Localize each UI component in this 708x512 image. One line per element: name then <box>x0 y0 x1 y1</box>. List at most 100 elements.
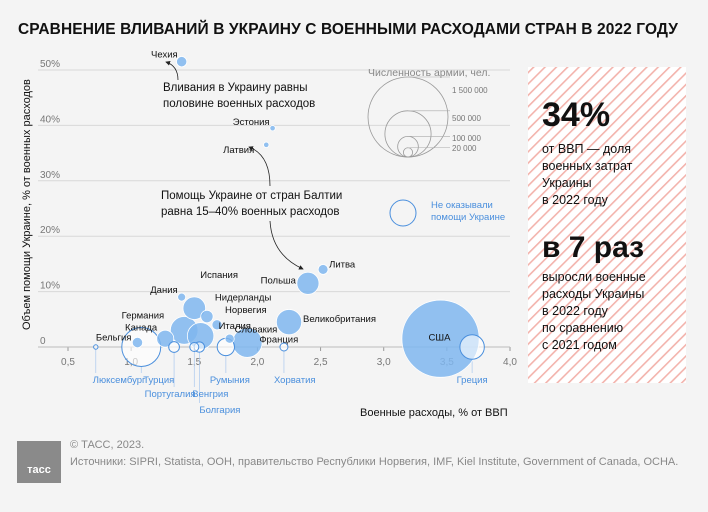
legend-size-circle <box>402 147 414 158</box>
legend-no-aid-label: Не оказывали <box>431 200 493 211</box>
point-label: Великобритания <box>303 314 376 325</box>
stat1-line: в 2022 году <box>542 193 608 207</box>
stat2-line: в 2022 году <box>542 304 608 318</box>
stat1-line: военных затрат <box>542 159 633 173</box>
legend-size-circle <box>367 76 449 158</box>
point-label: Люксембург <box>93 375 146 386</box>
stat2-line: с 2021 годом <box>542 338 617 352</box>
point-label: Литва <box>329 259 356 270</box>
page-title: СРАВНЕНИЕ ВЛИВАНИЙ В УКРАИНУ С ВОЕННЫМИ … <box>18 21 678 38</box>
data-point <box>279 342 289 352</box>
stat1-text: от ВВП — доля военных затрат Украины в 2… <box>542 141 632 209</box>
x-axis-title: Военные расходы, % от ВВП <box>360 407 508 419</box>
y-tick-label: 30% <box>40 170 60 181</box>
x-tick-label: 4,0 <box>503 357 517 368</box>
point-label: Болгария <box>199 405 240 416</box>
data-point <box>317 264 329 275</box>
point-label: Франция <box>259 335 298 346</box>
stat-block-1: 34% от ВВП — доля военных затрат Украины… <box>542 96 632 209</box>
point-label: Венгрия <box>192 389 228 400</box>
annotation-text: половине военных расходов <box>163 98 315 110</box>
legend-size-label: 1 500 000 <box>452 86 488 95</box>
stat1-value: 34% <box>542 96 611 134</box>
data-point <box>200 309 214 324</box>
stat2-line: выросли военные <box>542 270 646 284</box>
legend-title: Численность армии, чел. <box>368 67 490 79</box>
data-point <box>182 296 206 320</box>
stat1-line: Украины <box>542 176 592 190</box>
legend-no-aid-circle <box>389 199 417 227</box>
annotation-arrow <box>248 146 271 187</box>
legend-size-circle <box>384 110 432 158</box>
annotation-arrow <box>269 220 304 270</box>
annotation-arrow <box>165 60 179 81</box>
point-label: Португалия <box>145 389 196 400</box>
size-legend: Численность армии, чел. 1 500 000 500 000 1… <box>367 67 505 227</box>
point-label: Чехия <box>151 50 178 61</box>
data-point <box>156 329 175 348</box>
legend-size-label: 500 000 <box>452 114 481 123</box>
x-tick-label: 2,5 <box>314 357 328 368</box>
data-point <box>211 319 223 331</box>
stat2-line: по сравнению <box>542 321 624 335</box>
point-label: Греция <box>457 375 488 386</box>
legend-size-circle <box>397 135 419 158</box>
point-label: Польша <box>261 275 297 286</box>
point-label: Бельгия <box>96 333 132 344</box>
data-point <box>275 309 303 336</box>
point-label: Германия <box>122 310 165 321</box>
data-point <box>93 344 99 350</box>
side-panel-background <box>528 67 686 383</box>
logo-text: тасс <box>27 464 51 476</box>
point-label: Словакия <box>235 325 278 336</box>
stat2-value: в 7 раз <box>542 231 645 264</box>
stat-block-2: в 7 раз выросли военные расходы Украины … <box>542 231 646 354</box>
point-label: Норвегия <box>225 305 267 316</box>
stat2-text: выросли военные расходы Украины в 2022 г… <box>542 269 646 354</box>
annotation-text: равна 15–40% военных расходов <box>161 206 339 218</box>
x-tick-label: 0,5 <box>61 357 75 368</box>
data-point <box>459 334 485 360</box>
chart-annotations: Вливания в Украину равны половине военных… <box>161 60 342 270</box>
data-point <box>131 337 144 349</box>
point-label: Хорватия <box>274 375 316 386</box>
copyright: © ТАСС, 2023. <box>70 439 145 451</box>
legend-size-label: 20 000 <box>452 144 477 153</box>
point-label: США <box>429 333 452 344</box>
y-tick-label: 10% <box>40 281 60 292</box>
data-point <box>296 271 320 295</box>
x-tick-label: 3,0 <box>377 357 391 368</box>
y-tick-label: 20% <box>40 225 60 236</box>
point-label: Эстония <box>233 117 270 128</box>
point-label: Турция <box>143 375 174 386</box>
footer: © ТАСС, 2023. Источники: SIPRI, Statista… <box>70 437 690 471</box>
annotation-text: Вливания в Украину равны <box>163 82 308 94</box>
y-axis-title: Объем помощи Украине, % от военных расхо… <box>21 79 33 330</box>
point-label: Латвия <box>223 145 254 156</box>
data-point <box>189 341 200 353</box>
point-label: Италия <box>219 321 251 332</box>
stat2-line: расходы Украины <box>542 287 645 301</box>
legend-no-aid-label: помощи Украине <box>431 212 505 223</box>
data-point <box>269 125 276 132</box>
point-label: Испания <box>200 270 238 281</box>
chart-labels: Чехия Эстония Латвия Литва Польша Дания Испани… <box>93 50 488 416</box>
y-tick-label: 50% <box>40 59 60 70</box>
tass-logo: тасс <box>17 441 61 483</box>
stat1-line: от ВВП — доля <box>542 142 632 156</box>
annotation-text: Помощь Украине от стран Балтии <box>161 190 342 202</box>
legend-size-label: 100 000 <box>452 134 481 143</box>
chart-points <box>93 56 485 403</box>
data-point <box>177 292 187 302</box>
data-point <box>176 56 188 68</box>
data-point <box>263 141 270 148</box>
point-label: Дания <box>150 285 177 296</box>
data-point <box>168 341 180 353</box>
x-tick-label: 2,0 <box>250 357 264 368</box>
data-point <box>224 333 235 344</box>
data-point <box>121 327 162 367</box>
y-tick-label: 0 <box>40 336 46 347</box>
point-label: Румыния <box>210 375 250 386</box>
